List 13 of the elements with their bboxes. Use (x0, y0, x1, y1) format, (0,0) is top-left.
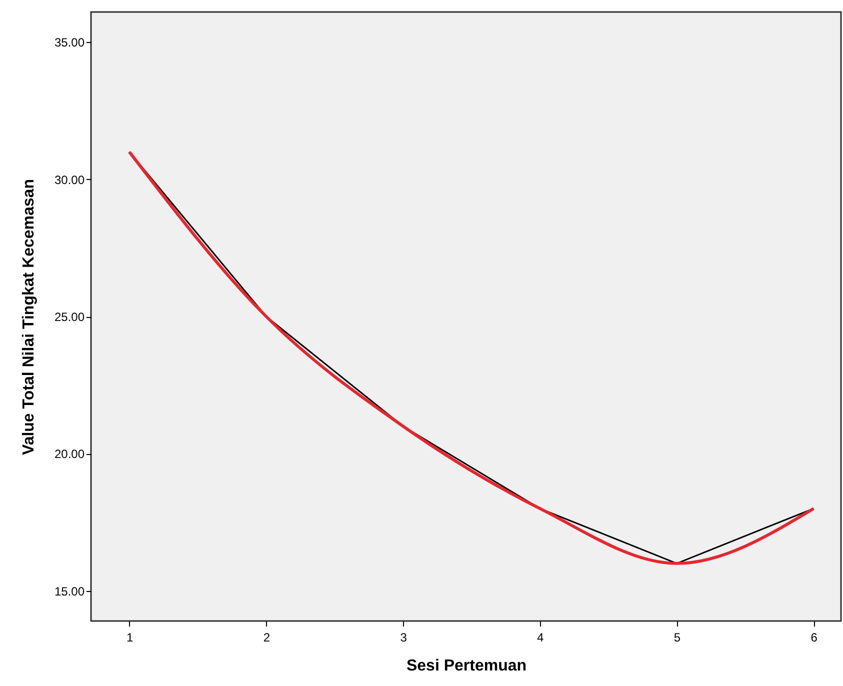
y-tick-label: 35.00 (54, 36, 85, 50)
y-tick-label: 25.00 (54, 310, 85, 324)
y-axis-title: Value Total Nilai Tingkat Kecemasan (20, 179, 38, 455)
x-tick-label: 6 (810, 630, 818, 644)
y-tick-label: 30.00 (54, 172, 85, 187)
x-axis-title: Sesi Pertemuan (406, 658, 527, 674)
x-tick-label: 1 (126, 630, 134, 644)
y-tick-label: 15.00 (54, 584, 85, 598)
x-tick-label: 2 (263, 630, 270, 644)
x-tick-label: 3 (400, 630, 408, 644)
x-tick-label: 5 (674, 630, 681, 644)
y-tick-label: 20.00 (54, 447, 85, 462)
x-tick-label: 4 (537, 630, 544, 644)
